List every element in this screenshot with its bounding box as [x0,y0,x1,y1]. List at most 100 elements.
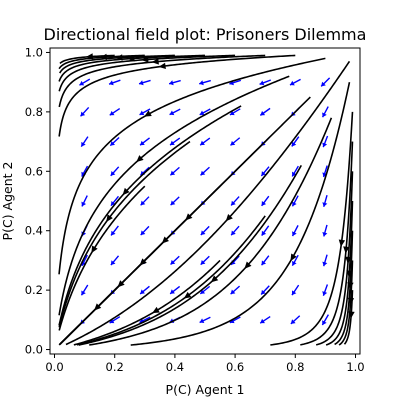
quiver-arrow [110,255,120,266]
quiver-arrow [200,166,210,176]
quiver-arrow [199,108,211,116]
y-tick-label: 0.4 [25,224,43,238]
quiver-arrow [80,136,89,147]
streamline [58,140,191,328]
quiver-arrow [81,195,88,207]
quiver-arrow [290,315,301,325]
streamline [58,57,326,275]
quiver-arrow [230,285,241,295]
streamline [65,60,351,346]
quiver-arrow [229,108,241,116]
quiver-arrow [291,225,299,237]
streamline [89,117,333,346]
quiver-arrow [139,137,150,146]
quiver-arrow [138,79,151,86]
quiver-arrow [139,285,150,295]
quiver-arrow [259,315,271,324]
y-axis-label: P(C) Agent 2 [0,162,15,241]
streamline [343,290,355,345]
x-tick-label: 0.6 [226,360,244,374]
quiver-layer [79,77,331,326]
x-tick-label: 0.2 [106,360,124,374]
quiver-arrow [109,107,121,116]
quiver-arrow [169,137,181,146]
chart-title: Directional field plot: Prisoners Dilemm… [44,25,367,44]
quiver-arrow [79,78,91,86]
streamline [270,111,354,346]
quiver-arrow [199,137,211,146]
y-tick-label: 0.0 [25,343,43,357]
quiver-arrow [320,77,331,87]
quiver-arrow [291,254,299,267]
quiver-arrow [140,225,150,236]
x-axis-label: P(C) Agent 1 [166,382,245,397]
streamline [58,274,131,346]
quiver-arrow [109,316,121,324]
quiver-arrow [261,225,270,236]
quiver-arrow [260,285,270,296]
quiver-arrow [110,225,119,236]
quiver-arrow [261,195,270,207]
streamline [78,164,303,346]
quiver-arrow [170,196,180,206]
streamlines-layer [58,53,355,346]
quiver-arrow [229,316,241,324]
quiver-arrow [230,225,240,236]
y-axis-ticks: 0.0 0.2 0.4 0.6 0.8 1.0 [25,45,50,357]
quiver-arrow [291,284,300,296]
quiver-arrow [291,165,299,177]
quiver-arrow [139,108,151,116]
quiver-arrow [322,195,328,207]
streamline [73,259,221,346]
y-tick-label: 0.6 [25,164,43,178]
plot-area [49,47,361,355]
quiver-arrow [81,165,89,177]
quiver-arrow [230,196,240,206]
x-tick-label: 0.0 [45,360,63,374]
quiver-arrow [259,79,272,86]
quiver-arrow [139,166,150,176]
streamline [76,215,266,346]
quiver-arrow [108,79,121,86]
quiver-arrow [321,314,330,326]
quiver-arrow [169,285,181,295]
quiver-arrow [260,255,270,266]
quiver-arrow [80,284,89,296]
streamline [300,141,354,346]
quiver-arrow [322,284,329,297]
streamline [58,75,290,316]
quiver-arrow [259,107,271,116]
quiver-arrow [229,79,242,86]
quiver-arrow [169,108,181,116]
quiver-arrow [291,136,300,147]
x-axis-ticks: 0.0 0.2 0.4 0.6 0.8 1.0 [45,354,365,374]
quiver-arrow [110,166,120,177]
y-tick-label: 1.0 [25,45,43,59]
quiver-arrow [200,255,210,266]
quiver-arrow [199,316,211,324]
streamline [59,53,115,64]
streamline [58,54,296,137]
quiver-arrow [322,165,328,178]
quiver-arrow [230,255,240,266]
quiver-arrow [169,166,180,176]
quiver-arrow [289,78,301,86]
x-tick-label: 1.0 [346,360,364,374]
quiver-arrow [322,224,328,237]
streamline [58,54,266,108]
axes-frame [49,47,361,355]
y-tick-label: 0.8 [25,105,43,119]
quiver-arrow [200,225,210,236]
quiver-arrow [322,135,329,148]
y-tick-label: 0.2 [25,283,43,297]
quiver-arrow [140,196,150,206]
quiver-arrow [322,254,328,267]
quiver-arrow [199,79,211,86]
streamline [58,185,146,331]
quiver-arrow [230,137,241,146]
quiver-arrow [170,255,180,266]
quiver-arrow [168,79,181,86]
quiver-arrow [109,136,120,147]
quiver-arrow [260,166,270,177]
